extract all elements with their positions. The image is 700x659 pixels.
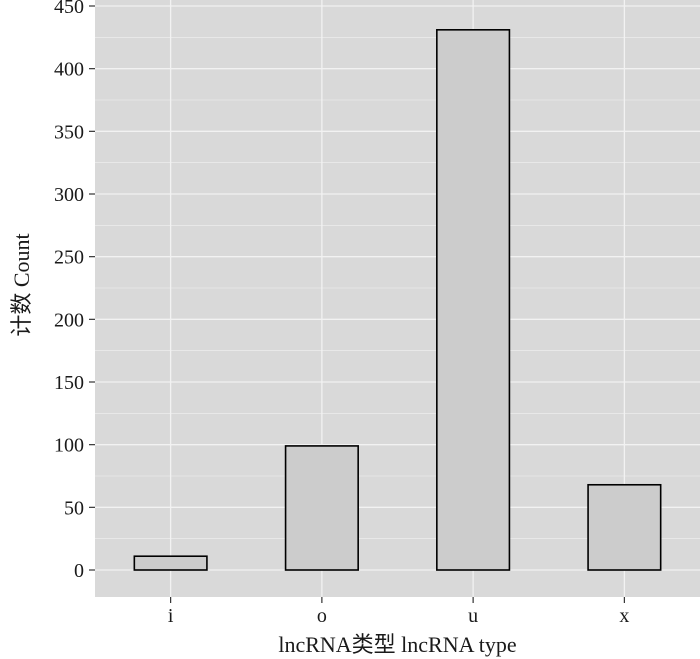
- bar-u: [436, 29, 511, 571]
- y-tick-label: 200: [54, 309, 84, 331]
- y-tick-label: 100: [54, 435, 84, 457]
- y-tick-label: 450: [54, 0, 84, 18]
- y-tick-label: 350: [54, 121, 84, 143]
- y-tick-label: 250: [54, 247, 84, 269]
- x-axis-title: lncRNA类型 lncRNA type: [278, 632, 516, 657]
- bar-x: [587, 483, 662, 571]
- bars: [133, 29, 662, 571]
- x-tick-label: o: [317, 605, 327, 627]
- bar-i: [133, 555, 208, 571]
- x-tick-label: i: [168, 605, 174, 627]
- y-tick-label: 300: [54, 184, 84, 206]
- tick-marks: [89, 5, 625, 603]
- y-axis-title: 计数 Count: [9, 233, 34, 336]
- y-tick-label: 150: [54, 372, 84, 394]
- y-tick-label: 400: [54, 59, 84, 81]
- y-tick-labels: 0 50 100 150 200 250 300 350 400 450: [54, 0, 84, 582]
- x-tick-label: u: [468, 605, 478, 627]
- bar-o: [284, 445, 359, 571]
- y-tick-label: 0: [74, 560, 84, 582]
- y-tick-label: 50: [64, 497, 84, 519]
- x-tick-label: x: [619, 605, 629, 627]
